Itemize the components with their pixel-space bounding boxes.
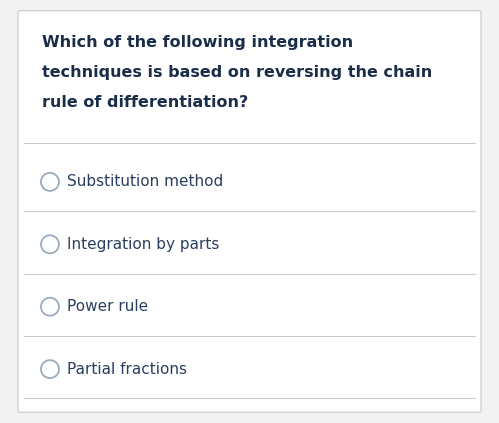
- Text: Partial fractions: Partial fractions: [67, 362, 187, 376]
- Text: Integration by parts: Integration by parts: [67, 237, 220, 252]
- Text: Which of the following integration: Which of the following integration: [42, 35, 353, 49]
- Text: rule of differentiation?: rule of differentiation?: [42, 95, 248, 110]
- Text: Power rule: Power rule: [67, 299, 148, 314]
- FancyBboxPatch shape: [18, 11, 481, 412]
- Text: techniques is based on reversing the chain: techniques is based on reversing the cha…: [42, 65, 432, 80]
- Text: Substitution method: Substitution method: [67, 174, 223, 190]
